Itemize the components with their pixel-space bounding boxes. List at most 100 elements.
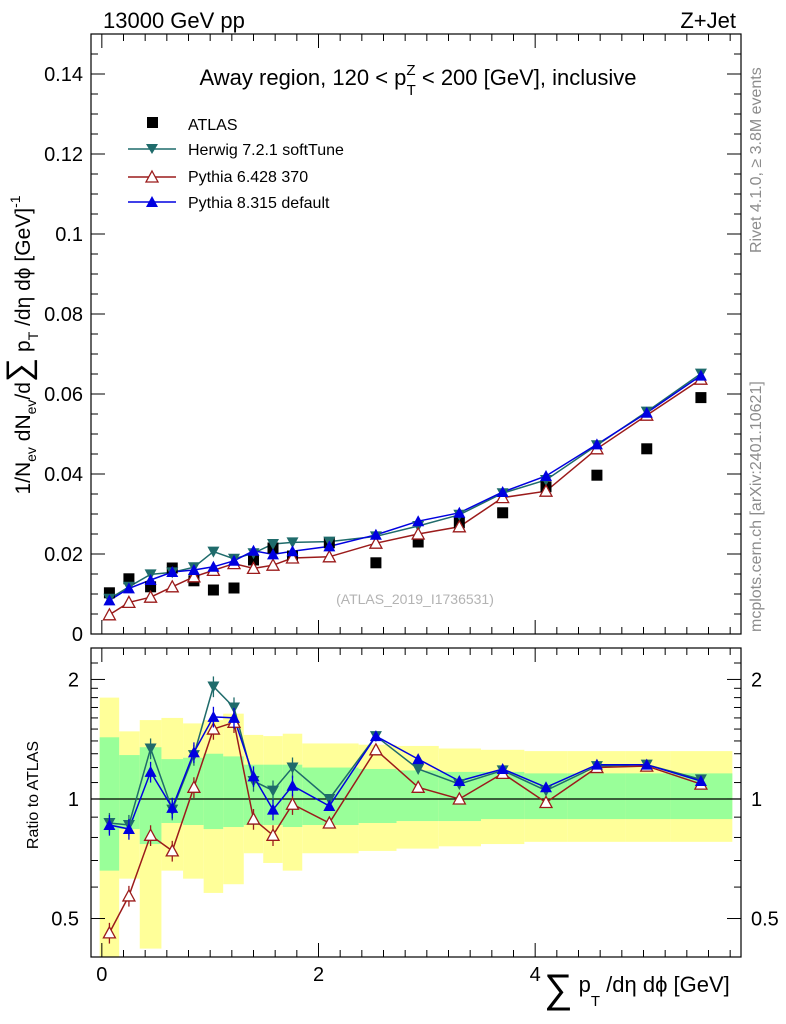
ratio-point-pythia8 [412, 753, 425, 765]
legend: ATLAS Herwig 7.2.1 softTune Pythia 6.428… [128, 117, 344, 212]
main-y-tick-label: 0.1 [55, 224, 83, 246]
legend-marker-atlas [147, 117, 158, 128]
main-point-pythia6 [143, 589, 158, 603]
ratio-frame [90, 647, 742, 958]
main-point-pythia8 [166, 566, 179, 577]
ratio-band-green [203, 753, 224, 830]
legend-entry-atlas: ATLAS [147, 117, 238, 134]
ratio-band-green [358, 768, 397, 823]
main-y-axis-label: 1/Nev dNev/d∑ pT /dη dϕ [GeV]-1 [0, 195, 41, 494]
ratio-point-pythia6 [411, 779, 426, 793]
header-process: Z+Jet [680, 8, 736, 33]
ratio-y-tick-label-right: 2 [751, 669, 762, 691]
ratio-point-pythia8 [103, 818, 116, 830]
main-point-pythia6 [452, 519, 467, 533]
ratio-band-green [161, 759, 184, 823]
legend-label-herwig: Herwig 7.2.1 softTune [188, 142, 344, 159]
legend-marker-herwig [146, 144, 158, 154]
x-axis-label: ∑ pT /dη dϕ [GeV] [544, 967, 730, 1011]
ratio-point-pythia6 [285, 796, 300, 810]
ratio-point-pythia8 [640, 758, 653, 770]
main-point-pythia8 [412, 515, 425, 527]
main-point-pythia8 [369, 528, 382, 540]
main-point-pythia8 [323, 540, 336, 552]
main-point-atlas [248, 554, 259, 566]
main-point-atlas [695, 392, 707, 404]
ratio-point-herwig [144, 743, 157, 755]
ratio-point-pythia6 [322, 815, 337, 829]
main-plot-area [102, 368, 709, 621]
main-point-pythia6 [246, 561, 261, 575]
main-point-pythia6 [322, 549, 337, 563]
main-y-tick-label: 0.08 [44, 304, 83, 326]
ratio-plot-area [91, 676, 741, 957]
ratio-point-pythia6 [143, 827, 158, 841]
ratio-band-green [139, 747, 162, 845]
ratio-y-tick-label: 0.5 [51, 909, 79, 931]
analysis-id: (ATLAS_2019_I1736531) [336, 591, 494, 607]
main-point-atlas [145, 581, 157, 593]
legend-marker-pythia6 [144, 169, 160, 183]
ratio-point-pythia8 [187, 746, 200, 758]
ratio-y-tick-label: 2 [68, 669, 79, 691]
main-point-pythia8 [694, 369, 707, 381]
main-y-tick-label: 0.04 [44, 464, 83, 486]
legend-entry-pythia8: Pythia 8.315 default [128, 195, 330, 212]
ratio-point-herwig [412, 763, 425, 775]
main-point-pythia6 [495, 490, 510, 504]
main-point-atlas [123, 573, 135, 585]
main-point-pythia8 [267, 548, 279, 560]
main-point-pythia8 [286, 545, 299, 557]
ratio-band-green [99, 737, 120, 871]
ratio-band-green [223, 756, 244, 828]
ratio-point-pythia8 [122, 823, 135, 835]
main-point-pythia6 [285, 550, 300, 564]
main-point-pythia6 [102, 607, 117, 621]
ratio-y-tick-label-right: 0.5 [751, 909, 779, 931]
main-point-atlas [103, 587, 115, 599]
main-point-atlas [207, 584, 219, 596]
ratio-point-pythia6 [265, 827, 281, 841]
main-point-pythia8 [187, 564, 200, 575]
main-point-pythia6 [411, 526, 426, 540]
main-y-tick-label: 0 [72, 624, 83, 646]
ratio-point-pythia6 [165, 843, 180, 857]
ratio-y-tick-label-right: 1 [751, 789, 762, 811]
main-y-tick-label: 0.12 [44, 144, 83, 166]
main-point-pythia6 [265, 557, 281, 571]
legend-label-pythia6: Pythia 6.428 370 [188, 169, 308, 186]
main-y-tick-label: 0.14 [44, 64, 83, 86]
ratio-point-herwig [267, 785, 279, 797]
main-point-atlas [497, 507, 509, 519]
main-point-pythia6 [186, 569, 202, 583]
ratio-point-pythia8 [166, 801, 179, 813]
ratio-panel: 0.5 0.5 1 1 2 2 0 2 4 [51, 647, 779, 986]
main-point-atlas [641, 443, 653, 455]
main-point-herwig [207, 546, 220, 558]
main-point-pythia8 [122, 582, 135, 594]
ratio-point-pythia8 [286, 779, 299, 791]
ratio-point-pythia6 [206, 721, 221, 735]
main-point-atlas [412, 536, 424, 548]
ratio-point-pythia8 [453, 774, 466, 786]
ratio-point-pythia8 [144, 765, 157, 777]
ratio-point-pythia8 [323, 800, 336, 812]
ratio-band-green [119, 755, 140, 830]
main-point-atlas [370, 557, 382, 569]
legend-entry-pythia6: Pythia 6.428 370 [128, 169, 308, 186]
ratio-point-pythia8 [207, 710, 220, 722]
ratio-point-herwig [323, 793, 336, 805]
x-tick-label: 4 [530, 964, 541, 986]
main-y-tick-label: 0.06 [44, 384, 83, 406]
ratio-band-green [481, 771, 525, 820]
main-point-atlas [228, 582, 240, 594]
ratio-point-pythia8 [369, 730, 382, 742]
main-point-pythia8 [453, 506, 466, 518]
ratio-point-pythia6 [368, 742, 384, 756]
main-point-pythia6 [368, 535, 384, 549]
ratio-band-green [396, 770, 439, 822]
ratio-y-axis-label: Ratio to ATLAS [25, 741, 42, 849]
main-panel: 0 0.02 0.04 0.06 0.08 0.1 0.12 0.14 [44, 33, 742, 646]
main-y-tick-label: 0.02 [44, 544, 83, 566]
x-tick-label: 2 [313, 964, 324, 986]
